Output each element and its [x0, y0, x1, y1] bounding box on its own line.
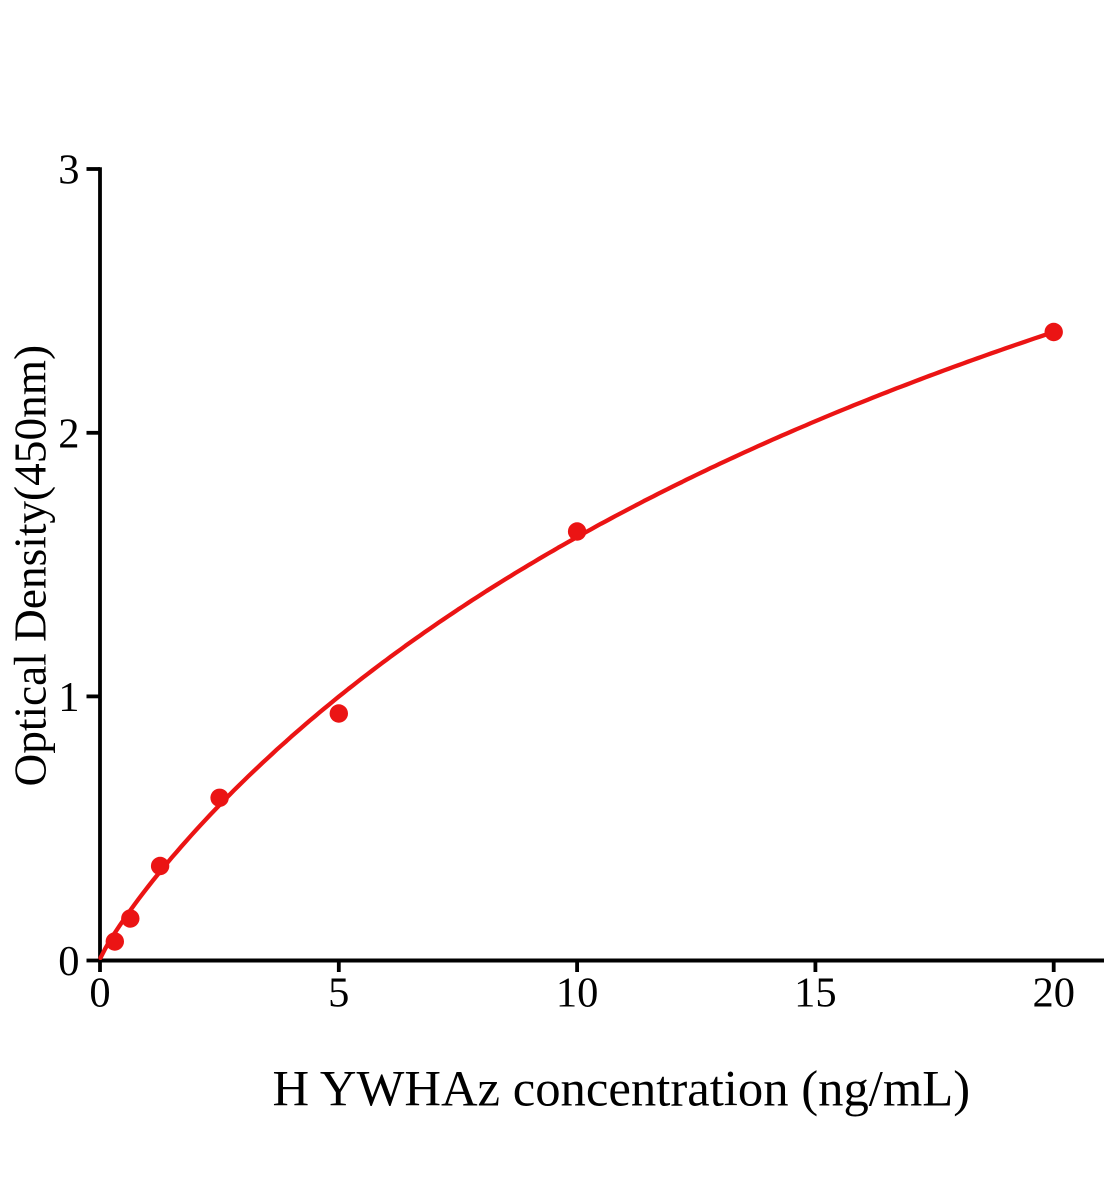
svg-text:1: 1	[58, 674, 79, 721]
svg-text:Optical Density(450nm): Optical Density(450nm)	[6, 345, 56, 787]
svg-text:20: 20	[1032, 970, 1075, 1017]
svg-text:0: 0	[58, 938, 79, 985]
svg-text:3: 3	[58, 147, 79, 194]
svg-text:10: 10	[556, 970, 599, 1017]
svg-text:5: 5	[328, 970, 349, 1017]
svg-text:H YWHAz concentration (ng/mL): H YWHAz concentration (ng/mL)	[273, 1061, 971, 1117]
svg-text:0: 0	[89, 970, 110, 1017]
svg-text:15: 15	[794, 970, 837, 1017]
svg-text:2: 2	[58, 410, 79, 457]
